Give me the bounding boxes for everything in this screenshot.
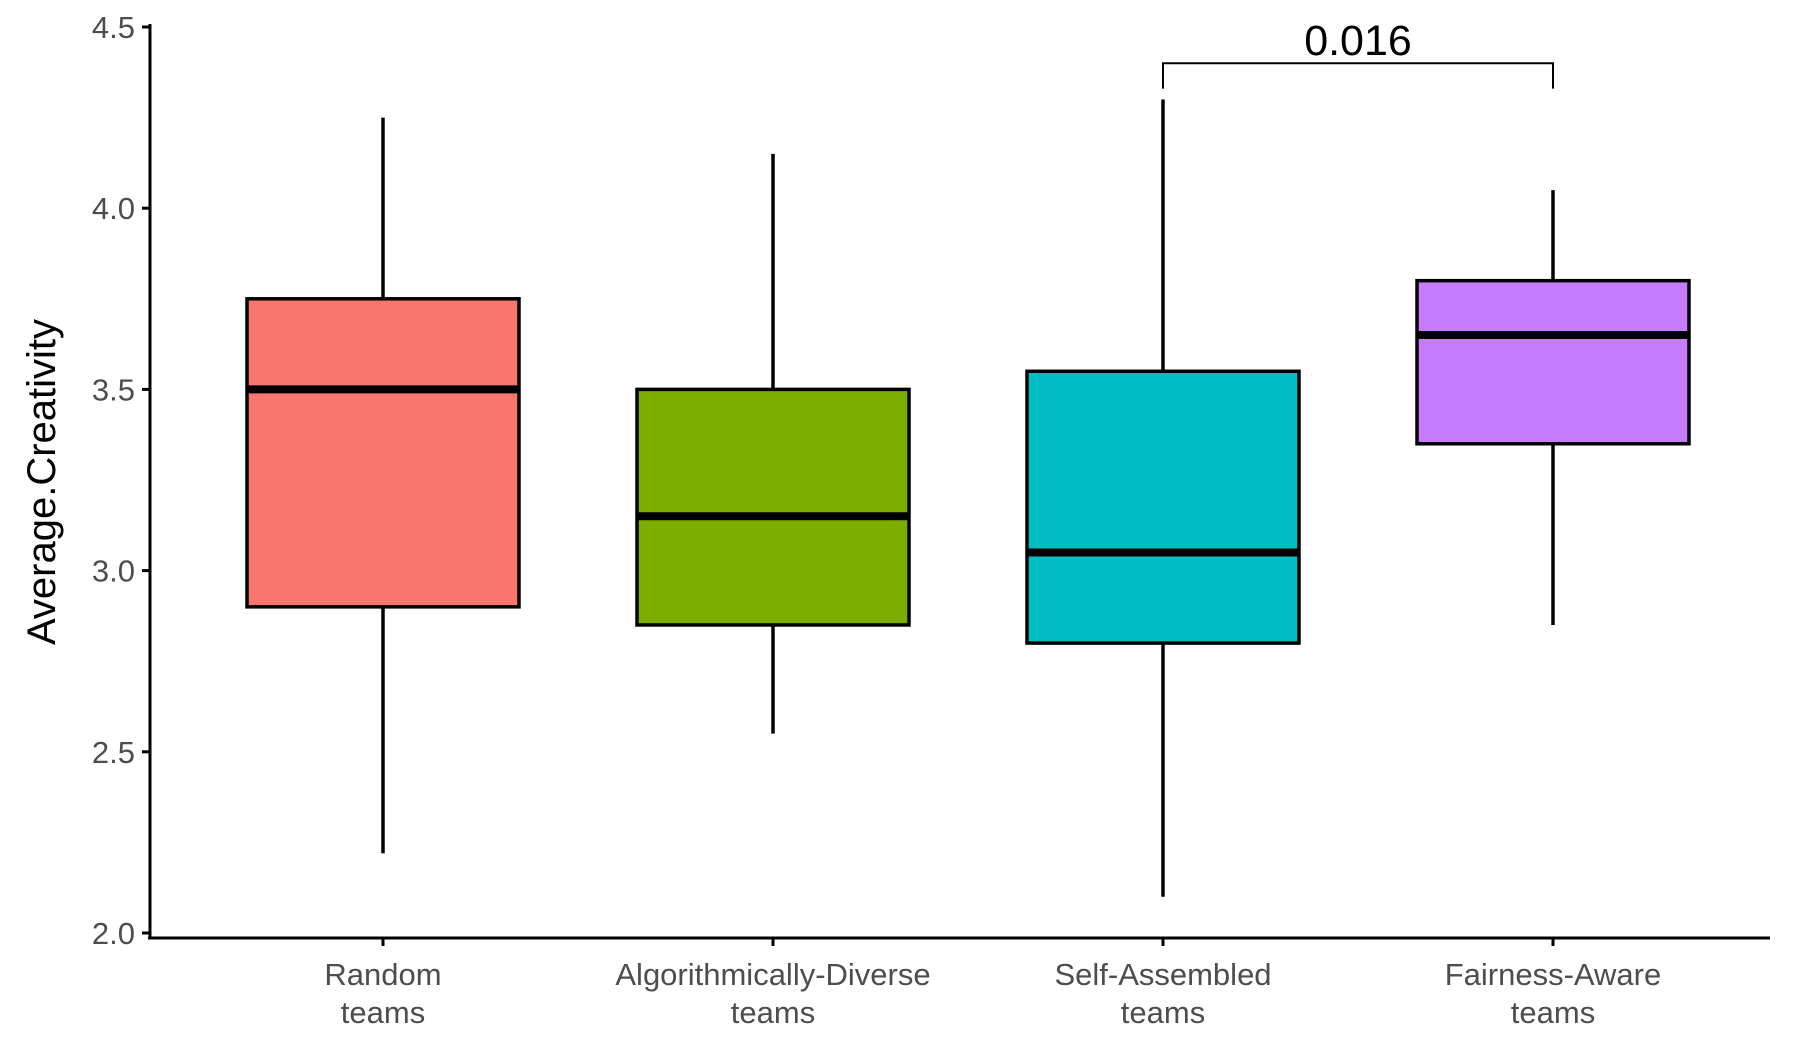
iqr-box xyxy=(1415,278,1691,446)
y-tick-label: 2.0 xyxy=(92,916,135,951)
x-tick-label: Algorithmically-Diverse xyxy=(615,957,930,992)
y-axis: 2.0 2.5 3.0 3.5 4.0 4.5 xyxy=(92,10,150,951)
x-tick-label-line2: teams xyxy=(731,995,815,1030)
y-tick-label: 2.5 xyxy=(92,735,135,770)
iqr-box xyxy=(1025,369,1301,645)
significance-bracket xyxy=(1162,62,1554,89)
x-tick-label-line2: teams xyxy=(341,995,425,1030)
x-tick-label-line2: teams xyxy=(1121,995,1205,1030)
y-tick-label: 4.0 xyxy=(92,191,135,226)
plot-area: RandomteamsAlgorithmically-DiverseteamsS… xyxy=(245,99,1691,1030)
x-tick-label-line2: teams xyxy=(1511,995,1595,1030)
y-axis-title: Average.Creativity xyxy=(20,319,64,645)
x-tick-label: Random xyxy=(324,957,441,992)
x-tick-label: Self-Assembled xyxy=(1054,957,1271,992)
y-tick-label: 3.0 xyxy=(92,554,135,589)
y-tick-label: 4.5 xyxy=(92,10,135,45)
iqr-box xyxy=(635,387,911,627)
y-tick-label: 3.5 xyxy=(92,372,135,407)
significance-annotations: 0.016 xyxy=(1162,17,1554,89)
x-tick-label: Fairness-Aware xyxy=(1445,957,1662,992)
iqr-box xyxy=(245,297,521,609)
p-value-label: 0.016 xyxy=(1304,17,1412,65)
